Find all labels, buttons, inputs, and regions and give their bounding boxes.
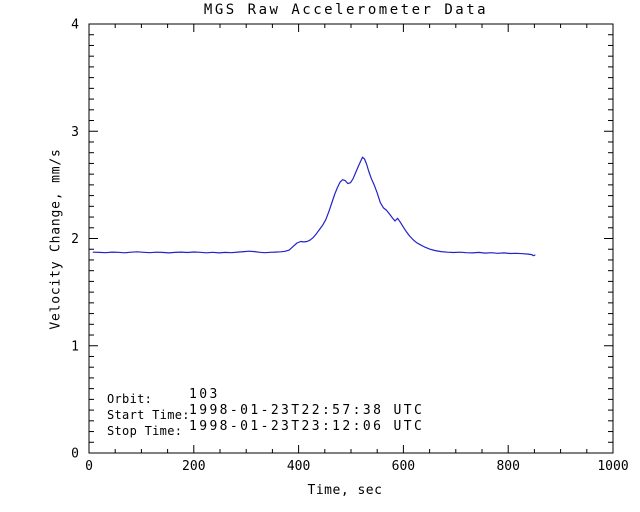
y-tick-label: 4 (71, 18, 79, 33)
start-time-label: Start Time: (107, 408, 190, 422)
annotation-row-stop-time: Stop Time: 1998-01-23T23:12:06 UTC (107, 419, 422, 438)
annotation-row-start-time: Start Time: 1998-01-23T22:57:38 UTC (107, 403, 422, 422)
y-axis-title: Velocity Change, mm/s (48, 148, 64, 330)
x-tick-label: 600 (392, 459, 415, 474)
y-tick-label: 3 (71, 125, 79, 140)
y-tick-label: 2 (71, 232, 79, 247)
x-tick-label: 1000 (597, 459, 628, 474)
x-tick-label: 200 (182, 459, 205, 474)
x-tick-label: 0 (85, 459, 93, 474)
orbit-label: Orbit: (107, 392, 153, 406)
start-time-value: 1998-01-23T22:57:38 UTC (189, 403, 425, 418)
x-tick-label: 400 (287, 459, 310, 474)
stop-time-value: 1998-01-23T23:12:06 UTC (189, 419, 425, 434)
chart-title: MGS Raw Accelerometer Data (203, 2, 489, 18)
data-series-velocity-change (92, 156, 536, 257)
x-tick-label: 800 (496, 459, 519, 474)
y-tick-label: 0 (71, 447, 79, 462)
x-axis-title: Time, sec (307, 483, 383, 498)
y-tick-label: 1 (71, 339, 79, 354)
annotation-row-orbit: Orbit: 103 (107, 387, 217, 406)
stop-time-label: Stop Time: (107, 424, 183, 438)
orbit-value: 103 (189, 387, 220, 402)
annotation-block: Orbit: 103 Start Time: 1998-01-23T22:57:… (107, 387, 422, 438)
